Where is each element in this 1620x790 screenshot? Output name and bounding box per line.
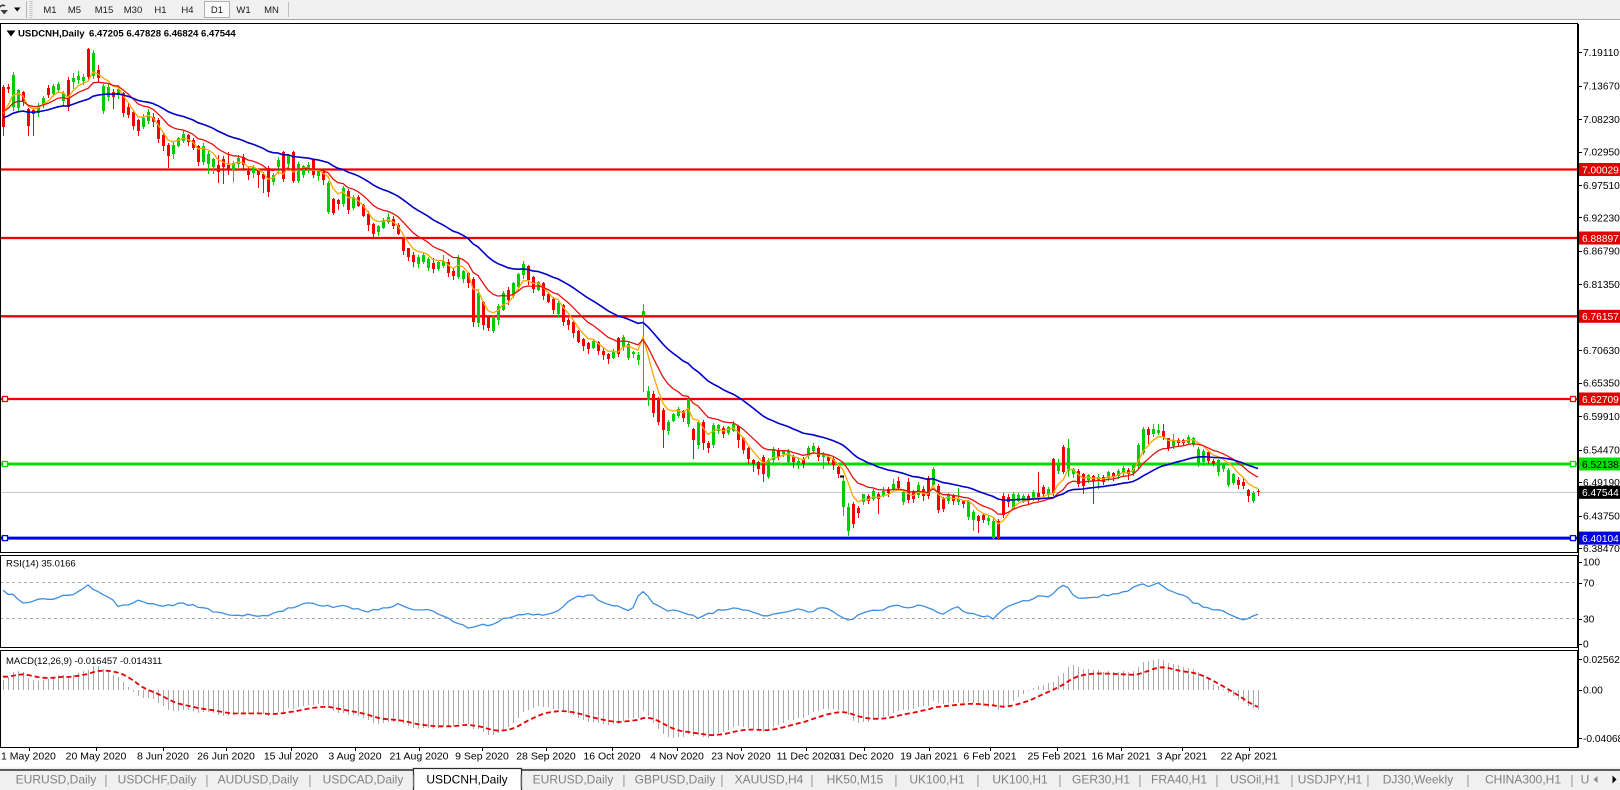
svg-text:GER30,H1: GER30,H1 <box>1072 773 1130 787</box>
svg-text:GBPUSD,Daily: GBPUSD,Daily <box>635 773 716 787</box>
svg-text:20 May 2020: 20 May 2020 <box>66 751 127 763</box>
svg-text:6.40104: 6.40104 <box>1582 534 1619 545</box>
svg-text:22 Apr 2021: 22 Apr 2021 <box>1221 751 1278 763</box>
svg-text:|: | <box>1570 773 1573 788</box>
svg-text:7.02950: 7.02950 <box>1583 147 1620 158</box>
svg-text:6 Feb 2021: 6 Feb 2021 <box>963 751 1016 763</box>
svg-text:|: | <box>810 773 813 788</box>
svg-text:M5: M5 <box>68 5 81 16</box>
svg-text:USDCNH,Daily: USDCNH,Daily <box>18 29 85 40</box>
svg-text:XAUUSD,H4: XAUUSD,H4 <box>735 773 804 787</box>
svg-text:3 Aug 2020: 3 Aug 2020 <box>328 751 381 763</box>
svg-text:CHINA300,H1: CHINA300,H1 <box>1485 773 1561 787</box>
svg-text:6.47205 6.47828 6.46824 6.4754: 6.47205 6.47828 6.46824 6.47544 <box>89 29 236 40</box>
svg-text:|: | <box>1290 773 1293 788</box>
svg-text:6.70630: 6.70630 <box>1583 346 1620 357</box>
svg-text:25 Feb 2021: 25 Feb 2021 <box>1028 751 1087 763</box>
svg-text:26 Jun 2020: 26 Jun 2020 <box>197 751 255 763</box>
svg-text:|: | <box>1466 773 1469 788</box>
svg-text:|: | <box>412 773 415 788</box>
svg-text:7.08230: 7.08230 <box>1583 115 1620 126</box>
svg-text:MACD(12,26,9) -0.016457 -0.014: MACD(12,26,9) -0.016457 -0.014311 <box>6 656 162 667</box>
svg-text:USDJPY,H1: USDJPY,H1 <box>1298 773 1363 787</box>
svg-text:6.47544: 6.47544 <box>1582 488 1619 499</box>
svg-text:-0.040687: -0.040687 <box>1583 734 1620 745</box>
svg-text:W1: W1 <box>236 5 250 16</box>
svg-text:UK100,H1: UK100,H1 <box>909 773 965 787</box>
svg-text:U: U <box>1581 773 1590 787</box>
svg-text:6.52138: 6.52138 <box>1582 460 1619 471</box>
svg-text:23 Nov 2020: 23 Nov 2020 <box>711 751 771 763</box>
svg-text:|: | <box>308 773 311 788</box>
svg-text:UK100,H1: UK100,H1 <box>992 773 1048 787</box>
svg-text:M15: M15 <box>95 5 113 16</box>
svg-text:|: | <box>622 773 625 788</box>
svg-text:6.59910: 6.59910 <box>1583 412 1620 423</box>
svg-text:RSI(14) 35.0166: RSI(14) 35.0166 <box>6 559 76 570</box>
svg-text:|: | <box>720 773 723 788</box>
svg-text:M30: M30 <box>124 5 142 16</box>
svg-text:AUDUSD,Daily: AUDUSD,Daily <box>218 773 299 787</box>
svg-text:31 Dec 2020: 31 Dec 2020 <box>834 751 894 763</box>
svg-text:M1: M1 <box>43 5 56 16</box>
svg-text:0.00: 0.00 <box>1583 686 1603 697</box>
svg-text:|: | <box>519 773 522 788</box>
svg-text:4 Nov 2020: 4 Nov 2020 <box>650 751 704 763</box>
svg-text:|: | <box>976 773 979 788</box>
svg-text:1 May 2020: 1 May 2020 <box>1 751 56 763</box>
svg-text:15 Jul 2020: 15 Jul 2020 <box>264 751 318 763</box>
svg-text:30: 30 <box>1583 615 1595 626</box>
svg-text:7.00029: 7.00029 <box>1582 165 1619 176</box>
svg-text:USDCHF,Daily: USDCHF,Daily <box>118 773 197 787</box>
svg-text:USDCNH,Daily: USDCNH,Daily <box>426 773 507 787</box>
svg-text:|: | <box>1058 773 1061 788</box>
svg-text:19 Jan 2021: 19 Jan 2021 <box>900 751 958 763</box>
svg-text:8 Jun 2020: 8 Jun 2020 <box>137 751 189 763</box>
svg-text:6.62709: 6.62709 <box>1582 395 1619 406</box>
svg-text:6.38470: 6.38470 <box>1583 544 1620 555</box>
svg-text:EURUSD,Daily: EURUSD,Daily <box>16 773 97 787</box>
svg-text:6.43750: 6.43750 <box>1583 511 1620 522</box>
svg-text:MN: MN <box>264 5 279 16</box>
svg-text:21 Aug 2020: 21 Aug 2020 <box>390 751 449 763</box>
svg-text:11 Dec 2020: 11 Dec 2020 <box>777 751 836 763</box>
svg-text:6.49190: 6.49190 <box>1583 478 1620 489</box>
svg-text:USDCAD,Daily: USDCAD,Daily <box>323 773 404 787</box>
svg-text:6.65350: 6.65350 <box>1583 379 1620 390</box>
svg-text:6.86790: 6.86790 <box>1583 247 1620 258</box>
svg-text:|: | <box>104 773 107 788</box>
svg-text:3 Apr 2021: 3 Apr 2021 <box>1157 751 1208 763</box>
svg-text:FRA40,H1: FRA40,H1 <box>1151 773 1207 787</box>
svg-text:28 Sep 2020: 28 Sep 2020 <box>516 751 576 763</box>
svg-text:0: 0 <box>1583 639 1589 650</box>
svg-text:|: | <box>1215 773 1218 788</box>
svg-text:16 Oct 2020: 16 Oct 2020 <box>583 751 640 763</box>
svg-text:EURUSD,Daily: EURUSD,Daily <box>533 773 614 787</box>
svg-text:|: | <box>1138 773 1141 788</box>
svg-text:6.92230: 6.92230 <box>1583 213 1620 224</box>
svg-text:6.81350: 6.81350 <box>1583 280 1620 291</box>
svg-text:16 Mar 2021: 16 Mar 2021 <box>1092 751 1151 763</box>
svg-text:6.97510: 6.97510 <box>1583 181 1620 192</box>
svg-text:H1: H1 <box>154 5 166 16</box>
svg-text:|: | <box>205 773 208 788</box>
svg-text:100: 100 <box>1583 557 1600 568</box>
svg-text:|: | <box>894 773 897 788</box>
svg-text:0.025623: 0.025623 <box>1583 655 1620 666</box>
svg-text:D1: D1 <box>211 5 223 16</box>
svg-text:9 Sep 2020: 9 Sep 2020 <box>455 751 509 763</box>
svg-text:|: | <box>1366 773 1369 788</box>
svg-text:H4: H4 <box>181 5 193 16</box>
svg-text:7.19110: 7.19110 <box>1583 48 1619 59</box>
svg-text:7.13670: 7.13670 <box>1583 81 1620 92</box>
svg-text:70: 70 <box>1583 578 1595 589</box>
svg-text:6.88897: 6.88897 <box>1582 234 1619 245</box>
svg-text:6.54470: 6.54470 <box>1583 446 1620 457</box>
svg-text:USOil,H1: USOil,H1 <box>1230 773 1280 787</box>
svg-text:6.76157: 6.76157 <box>1582 312 1619 323</box>
svg-text:HK50,M15: HK50,M15 <box>827 773 884 787</box>
svg-text:DJ30,Weekly: DJ30,Weekly <box>1383 773 1453 787</box>
